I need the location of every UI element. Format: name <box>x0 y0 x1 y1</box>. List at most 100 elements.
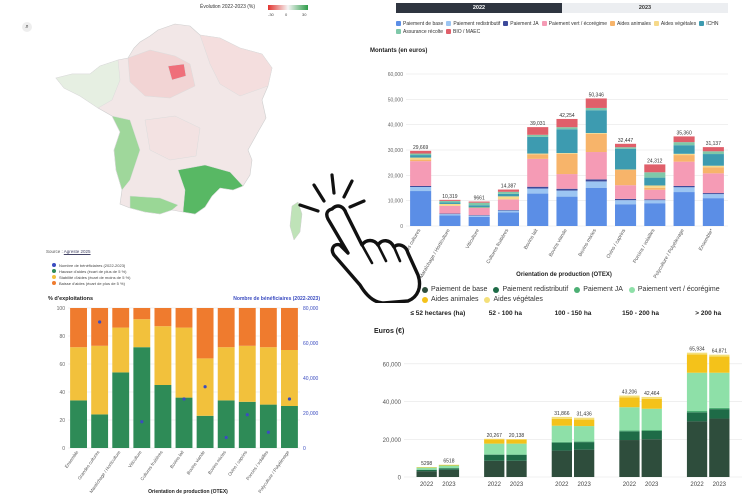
bar-segment[interactable] <box>709 418 730 477</box>
bar-segment[interactable] <box>556 129 578 154</box>
map-region-northeast[interactable] <box>199 34 273 97</box>
bar-segment[interactable] <box>641 398 662 409</box>
bar-segment[interactable] <box>556 118 578 128</box>
legend-item[interactable]: Paiement vert / écorégime <box>628 285 720 294</box>
bar-segment[interactable] <box>619 430 640 432</box>
bar-segment[interactable] <box>673 155 695 162</box>
bar-segment[interactable] <box>619 431 640 441</box>
legend-item[interactable]: BIO / MAEC <box>446 28 480 35</box>
bar-segment[interactable] <box>644 177 666 186</box>
bar-segment[interactable] <box>709 372 730 408</box>
bar-segment[interactable] <box>91 345 109 415</box>
bar-segment[interactable] <box>615 198 637 201</box>
bar-segment[interactable] <box>281 350 298 406</box>
bar-segment[interactable] <box>238 345 256 402</box>
bar-segment[interactable] <box>217 308 235 348</box>
bar-segment[interactable] <box>438 464 460 466</box>
bar-segment[interactable] <box>644 185 666 188</box>
bar-segment[interactable] <box>112 372 130 448</box>
bar-segment[interactable] <box>585 107 607 111</box>
bar-segment[interactable] <box>556 190 578 197</box>
bar-segment[interactable] <box>439 199 461 201</box>
tab-2023[interactable]: 2023 <box>562 3 728 13</box>
bar-segment[interactable] <box>217 347 235 401</box>
bar-segment[interactable] <box>91 414 109 448</box>
beneficiaries-point[interactable] <box>140 420 144 424</box>
bar-segment[interactable] <box>702 173 724 194</box>
bar-segment[interactable] <box>673 145 695 154</box>
bar-segment[interactable] <box>574 441 595 443</box>
bar-segment[interactable] <box>259 404 277 448</box>
bar-segment[interactable] <box>484 460 505 477</box>
bar-segment[interactable] <box>673 153 695 156</box>
bar-segment[interactable] <box>468 201 490 203</box>
map-region-southwest[interactable] <box>111 115 141 191</box>
bar-segment[interactable] <box>506 439 527 444</box>
bar-segment[interactable] <box>551 418 572 426</box>
bar-segment[interactable] <box>615 204 637 226</box>
bar-segment[interactable] <box>641 396 662 399</box>
map-region-pyrenees[interactable] <box>129 195 179 215</box>
bar-segment[interactable] <box>497 210 519 211</box>
bar-segment[interactable] <box>410 153 432 156</box>
bar-segment[interactable] <box>702 167 724 174</box>
bar-segment[interactable] <box>468 208 490 216</box>
bar-segment[interactable] <box>619 395 640 398</box>
bar-segment[interactable] <box>497 199 519 211</box>
bar-segment[interactable] <box>702 193 724 195</box>
bar-segment[interactable] <box>615 185 637 199</box>
bar-segment[interactable] <box>619 440 640 477</box>
bar-segment[interactable] <box>410 157 432 160</box>
bar-segment[interactable] <box>615 200 637 205</box>
bar-segment[interactable] <box>238 308 256 346</box>
bar-segment[interactable] <box>644 199 666 201</box>
beneficiaries-point[interactable] <box>182 397 186 401</box>
beneficiaries-point[interactable] <box>266 430 270 434</box>
bar-segment[interactable] <box>527 136 549 154</box>
bar-segment[interactable] <box>175 308 193 328</box>
bar-segment[interactable] <box>217 400 235 448</box>
bar-segment[interactable] <box>686 412 708 422</box>
bar-segment[interactable] <box>410 150 432 154</box>
tab-2022[interactable]: 2022 <box>396 3 562 13</box>
bar-segment[interactable] <box>281 406 298 448</box>
bar-segment[interactable] <box>439 203 461 206</box>
bar-segment[interactable] <box>644 187 666 190</box>
bar-segment[interactable] <box>551 425 572 442</box>
bar-segment[interactable] <box>175 327 193 398</box>
bar-segment[interactable] <box>439 200 461 203</box>
map-region-massif[interactable] <box>144 115 201 161</box>
bar-segment[interactable] <box>574 417 595 420</box>
bar-segment[interactable] <box>281 308 298 350</box>
bar-segment[interactable] <box>673 161 695 186</box>
bar-segment[interactable] <box>615 148 637 170</box>
bar-segment[interactable] <box>585 98 607 108</box>
bar-segment[interactable] <box>484 454 505 455</box>
bar-segment[interactable] <box>484 454 505 461</box>
bar-segment[interactable] <box>416 471 437 477</box>
bar-segment[interactable] <box>70 400 87 448</box>
bar-segment[interactable] <box>527 154 549 159</box>
bar-segment[interactable] <box>574 449 595 477</box>
bar-segment[interactable] <box>585 181 607 188</box>
bar-segment[interactable] <box>615 169 637 171</box>
beneficiaries-point[interactable] <box>203 385 207 389</box>
legend-item[interactable]: ICHN <box>699 20 718 27</box>
bar-segment[interactable] <box>644 164 666 173</box>
bar-segment[interactable] <box>154 308 172 327</box>
bar-segment[interactable] <box>686 411 708 413</box>
bar-segment[interactable] <box>673 187 695 193</box>
bar-segment[interactable] <box>410 161 432 186</box>
bar-segment[interactable] <box>416 467 437 470</box>
bar-segment[interactable] <box>506 454 527 461</box>
bar-segment[interactable] <box>497 193 519 197</box>
bar-segment[interactable] <box>497 196 519 200</box>
bar-segment[interactable] <box>709 356 730 373</box>
bar-segment[interactable] <box>439 202 461 204</box>
legend-item[interactable]: Aides animales <box>610 20 651 27</box>
bar-segment[interactable] <box>585 179 607 182</box>
map-region-paris[interactable] <box>167 63 187 81</box>
bar-segment[interactable] <box>673 142 695 146</box>
bar-segment[interactable] <box>238 401 256 448</box>
bar-segment[interactable] <box>585 152 607 180</box>
